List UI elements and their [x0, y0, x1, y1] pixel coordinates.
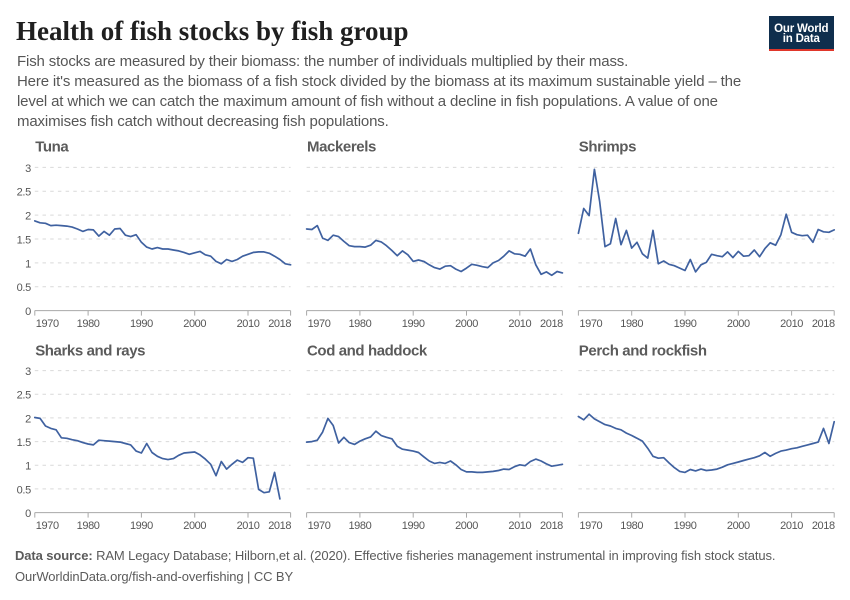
svg-text:1.5: 1.5 [17, 234, 32, 246]
svg-text:Shrimps: Shrimps [579, 138, 636, 155]
svg-text:1990: 1990 [402, 520, 425, 532]
svg-text:2010: 2010 [780, 520, 803, 532]
svg-text:1.5: 1.5 [17, 437, 32, 449]
svg-text:1990: 1990 [674, 318, 697, 330]
svg-text:1980: 1980 [77, 318, 100, 330]
svg-text:Cod and haddock: Cod and haddock [307, 342, 428, 359]
svg-text:1990: 1990 [130, 520, 153, 532]
svg-text:2018: 2018 [540, 318, 563, 330]
svg-text:1970: 1970 [579, 520, 602, 532]
svg-text:0: 0 [25, 306, 31, 318]
svg-text:2010: 2010 [237, 520, 260, 532]
svg-text:1970: 1970 [308, 520, 331, 532]
svg-text:1990: 1990 [402, 318, 425, 330]
svg-text:1990: 1990 [130, 318, 153, 330]
svg-text:Mackerels: Mackerels [307, 138, 376, 155]
svg-text:2.5: 2.5 [17, 187, 32, 199]
svg-text:1970: 1970 [579, 318, 602, 330]
svg-text:2018: 2018 [812, 318, 835, 330]
svg-text:2010: 2010 [508, 318, 531, 330]
svg-text:2000: 2000 [183, 318, 206, 330]
svg-text:0.5: 0.5 [17, 484, 32, 496]
svg-text:2000: 2000 [727, 520, 750, 532]
svg-text:Sharks and rays: Sharks and rays [35, 342, 145, 359]
svg-text:2000: 2000 [727, 318, 750, 330]
svg-text:1980: 1980 [620, 520, 643, 532]
svg-text:2018: 2018 [268, 318, 291, 330]
svg-text:1: 1 [25, 258, 31, 270]
svg-text:2010: 2010 [780, 318, 803, 330]
svg-text:2: 2 [25, 413, 31, 425]
svg-text:2018: 2018 [540, 520, 563, 532]
svg-text:1980: 1980 [348, 318, 371, 330]
svg-text:0: 0 [25, 508, 31, 520]
svg-text:1980: 1980 [77, 520, 100, 532]
svg-text:2: 2 [25, 211, 31, 223]
svg-text:2000: 2000 [455, 318, 478, 330]
svg-text:Perch and rockfish: Perch and rockfish [579, 342, 707, 359]
svg-text:2000: 2000 [183, 520, 206, 532]
svg-text:1980: 1980 [620, 318, 643, 330]
svg-text:0.5: 0.5 [17, 282, 32, 294]
svg-text:1970: 1970 [36, 318, 59, 330]
svg-text:1: 1 [25, 461, 31, 473]
svg-text:3: 3 [25, 366, 31, 378]
svg-text:1980: 1980 [348, 520, 371, 532]
svg-text:1970: 1970 [308, 318, 331, 330]
svg-text:1990: 1990 [674, 520, 697, 532]
svg-text:Tuna: Tuna [35, 138, 69, 155]
svg-text:1970: 1970 [36, 520, 59, 532]
svg-text:2000: 2000 [455, 520, 478, 532]
svg-text:2018: 2018 [812, 520, 835, 532]
svg-text:2018: 2018 [268, 520, 291, 532]
svg-text:2.5: 2.5 [17, 390, 32, 402]
svg-text:3: 3 [25, 163, 31, 175]
svg-text:2010: 2010 [508, 520, 531, 532]
svg-text:2010: 2010 [237, 318, 260, 330]
